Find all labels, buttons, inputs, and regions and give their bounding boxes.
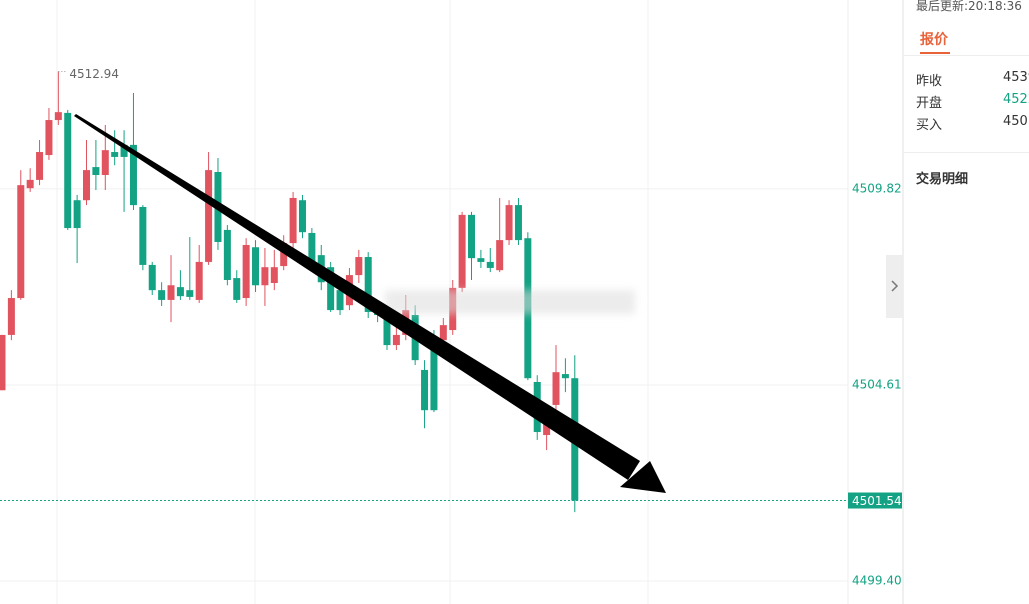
chart: 4515.024509.824504.614499.404501.544512.…: [0, 0, 904, 604]
divider: [904, 55, 1029, 56]
blurred-watermark: [385, 290, 635, 314]
candle-body: [45, 120, 53, 156]
candle-body: [486, 261, 494, 268]
y-tick-label: 4499.40: [852, 574, 902, 588]
candle-body: [261, 267, 269, 286]
candle-body: [252, 247, 260, 286]
y-tick-label: 4509.82: [852, 181, 902, 195]
candle-body: [92, 167, 100, 175]
candle-body: [17, 185, 25, 299]
candle-body: [83, 170, 91, 201]
candle-body: [167, 285, 175, 300]
candle-body: [0, 334, 6, 391]
candle-body: [26, 179, 34, 189]
candle-body: [430, 340, 438, 411]
candle-body: [505, 205, 513, 241]
candle-body: [186, 290, 194, 297]
row-value: 4539: [1003, 70, 1029, 85]
candle-body: [364, 257, 372, 312]
collapse-icon[interactable]: [891, 280, 899, 292]
candle-body: [496, 240, 504, 271]
candle-body: [205, 170, 213, 262]
candle-body: [36, 152, 44, 180]
candle-body: [242, 244, 250, 299]
candle-body: [458, 214, 466, 288]
candle-body: [195, 261, 203, 300]
candle-body: [392, 334, 400, 346]
candle-body: [120, 144, 128, 157]
candle-body: [129, 144, 137, 206]
y-tick-label: 4504.61: [852, 377, 902, 391]
candle-body: [233, 278, 241, 300]
divider: [904, 152, 1029, 153]
quote-tab[interactable]: 报价: [920, 32, 948, 48]
candle-body: [111, 152, 119, 157]
candle-body: [298, 200, 306, 233]
candle-body: [158, 290, 166, 300]
row-value: 4522: [1003, 92, 1029, 107]
collapse-tab[interactable]: [886, 255, 903, 318]
arrow-shaft: [74, 114, 640, 480]
candle-body: [64, 112, 72, 229]
candle-body: [514, 205, 522, 241]
row-value: 4501: [1003, 114, 1029, 129]
last-price-label: 4501.54: [852, 494, 902, 508]
candle-body: [289, 197, 297, 244]
candle-body: [223, 229, 231, 280]
candle-body: [477, 258, 485, 262]
candle-body: [336, 290, 344, 311]
candle-body: [383, 317, 391, 346]
high-label: 4512.94: [69, 67, 119, 81]
last-price-tag: [848, 492, 902, 509]
trade-detail[interactable]: 交易明细: [916, 172, 969, 187]
candle-body: [73, 200, 81, 229]
candle-body: [101, 150, 109, 175]
candle-body: [327, 267, 335, 311]
candle-body: [54, 112, 62, 121]
candle-body: [421, 369, 429, 411]
tab-underline: [920, 52, 950, 54]
candle-body: [148, 264, 156, 291]
candle-body: [7, 298, 15, 335]
candle-body: [280, 243, 288, 267]
row-label: 开盘: [916, 96, 943, 111]
candle-body: [439, 325, 447, 341]
candle-body: [176, 287, 184, 297]
candle-body: [468, 214, 475, 259]
candle-body: [552, 372, 560, 405]
last-update: 最后更新:20:18:36: [916, 0, 1022, 13]
candle-body: [561, 374, 569, 379]
row-label: 买入: [916, 118, 943, 133]
candle-body: [139, 206, 147, 265]
candle-body: [355, 257, 363, 276]
side-panel: 最后更新:20:18:36 报价 昨收 4539 开盘 4522 买入 4501…: [904, 0, 1029, 604]
row-label: 昨收: [916, 74, 943, 89]
arrow-head: [620, 461, 666, 493]
candle-body: [270, 267, 278, 283]
candle-body: [308, 232, 316, 265]
